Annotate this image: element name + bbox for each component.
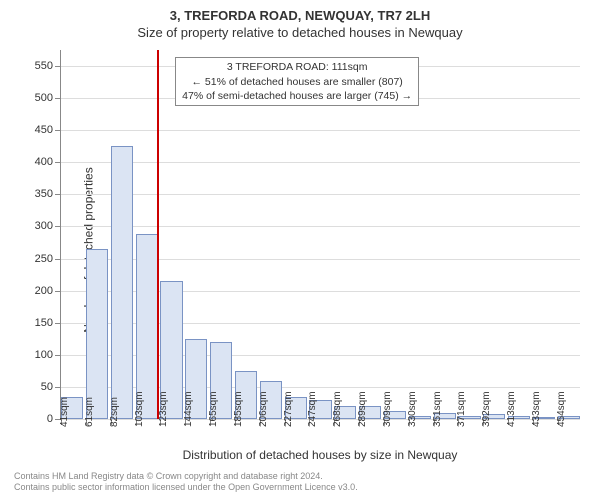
y-tick-label: 50 [41,381,61,393]
x-tick-label: 289sqm [357,391,368,427]
x-tick-label: 413sqm [506,391,517,427]
plot-area: 05010015020025030035040045050055041sqm61… [60,50,580,420]
y-tick-label: 150 [35,317,61,329]
grid-line [61,130,580,131]
x-tick-label: 165sqm [208,391,219,427]
footer-line-2: Contains public sector information licen… [14,482,358,494]
x-tick-label: 309sqm [382,391,393,427]
annotation-line-1: 3 TREFORDA ROAD: 111sqm [182,60,412,74]
x-tick-label: 371sqm [456,391,467,427]
x-tick-label: 392sqm [481,391,492,427]
chart-container: 3, TREFORDA ROAD, NEWQUAY, TR7 2LH Size … [0,0,600,500]
x-tick-label: 144sqm [183,391,194,427]
page-title: 3, TREFORDA ROAD, NEWQUAY, TR7 2LH [0,0,600,23]
marker-line [157,50,159,419]
x-tick-label: 247sqm [307,391,318,427]
y-tick-label: 100 [35,349,61,361]
x-tick-label: 351sqm [432,391,443,427]
grid-line [61,226,580,227]
histogram-bar [86,249,108,419]
grid-line [61,162,580,163]
y-tick-label: 250 [35,253,61,265]
y-tick-label: 550 [35,60,61,72]
x-tick-label: 41sqm [59,397,70,427]
annotation-box: 3 TREFORDA ROAD: 111sqm ← 51% of detache… [175,57,419,106]
histogram-bar [111,146,133,419]
x-tick-label: 103sqm [134,391,145,427]
x-tick-label: 268sqm [332,391,343,427]
x-tick-label: 123sqm [158,391,169,427]
footer-line-1: Contains HM Land Registry data © Crown c… [14,471,358,483]
y-tick-label: 200 [35,285,61,297]
plot: 05010015020025030035040045050055041sqm61… [60,50,580,420]
x-tick-label: 433sqm [531,391,542,427]
page-subtitle: Size of property relative to detached ho… [0,23,600,40]
x-tick-label: 82sqm [109,397,120,427]
x-tick-label: 227sqm [283,391,294,427]
x-tick-label: 330sqm [407,391,418,427]
y-tick-label: 500 [35,92,61,104]
grid-line [61,194,580,195]
x-tick-label: 185sqm [233,391,244,427]
x-tick-label: 206sqm [258,391,269,427]
y-tick-label: 300 [35,220,61,232]
x-tick-label: 61sqm [84,397,95,427]
x-tick-label: 454sqm [556,391,567,427]
annotation-line-3: 47% of semi-detached houses are larger (… [182,89,412,103]
footer: Contains HM Land Registry data © Crown c… [14,471,358,494]
y-tick-label: 400 [35,156,61,168]
x-axis-label: Distribution of detached houses by size … [60,448,580,462]
y-tick-label: 350 [35,188,61,200]
y-tick-label: 450 [35,124,61,136]
annotation-line-2: ← 51% of detached houses are smaller (80… [182,75,412,89]
